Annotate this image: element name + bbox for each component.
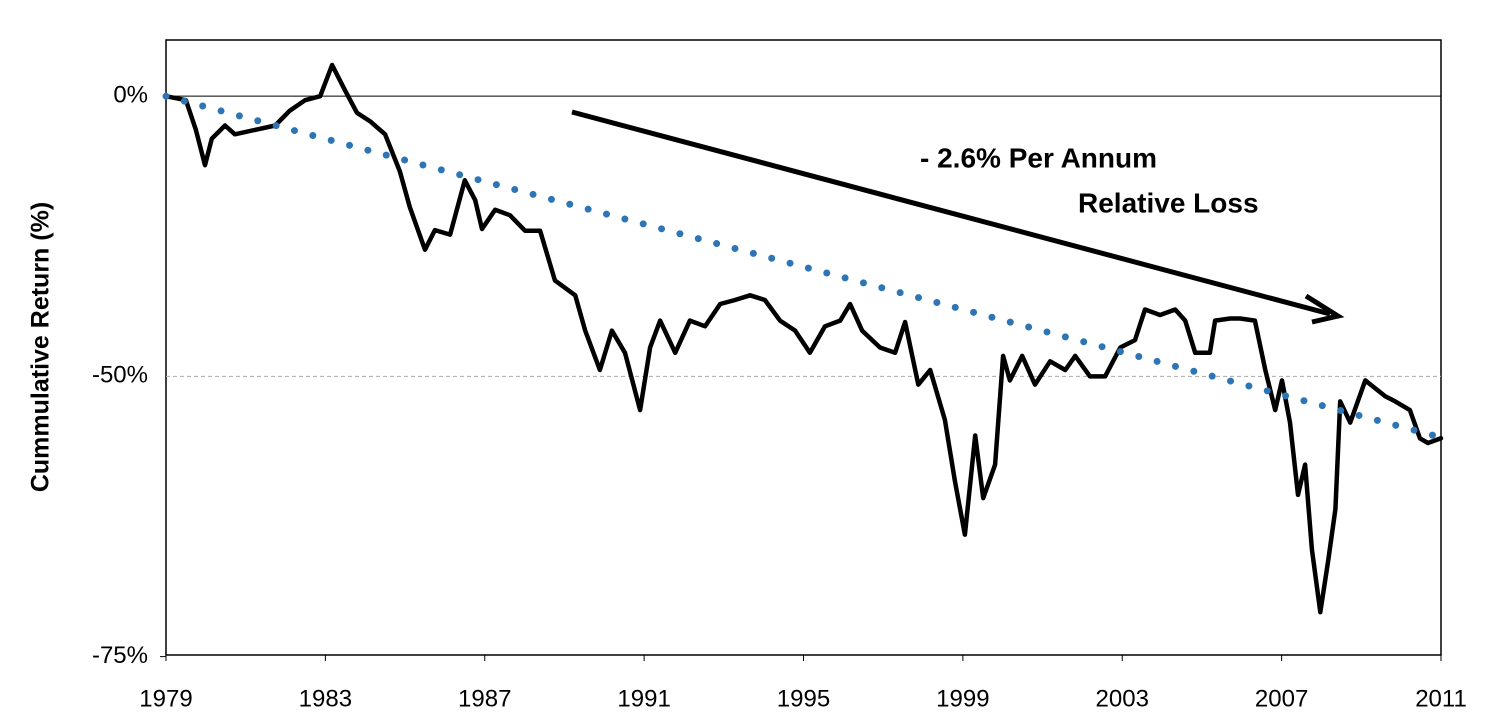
y-tick-label: -50% xyxy=(92,362,148,389)
x-tick-label: 1983 xyxy=(299,685,352,712)
y-tick-label: -75% xyxy=(92,642,148,669)
plot-frame xyxy=(165,39,1442,656)
y-axis-label: Cummulative Return (%) xyxy=(27,202,55,492)
arrow-head xyxy=(1304,293,1345,325)
x-tick-label: 1991 xyxy=(617,685,670,712)
x-tick-label: 1995 xyxy=(777,685,830,712)
annotation: Relative Loss xyxy=(1078,187,1259,218)
x-tick-label: 2011 xyxy=(1415,685,1467,712)
y-tick-label: 0% xyxy=(113,81,148,108)
x-tick-label: 1999 xyxy=(936,685,989,712)
trend-line xyxy=(162,92,1445,441)
annotation: - 2.6% Per Annum xyxy=(920,142,1157,173)
x-tick-label: 2003 xyxy=(1096,685,1149,712)
x-tick-label: 1979 xyxy=(139,685,192,712)
arrow-shaft xyxy=(571,109,1331,317)
x-tick-label: 1987 xyxy=(458,685,511,712)
data-line xyxy=(163,62,1444,615)
x-tick-label: 2007 xyxy=(1255,685,1308,712)
